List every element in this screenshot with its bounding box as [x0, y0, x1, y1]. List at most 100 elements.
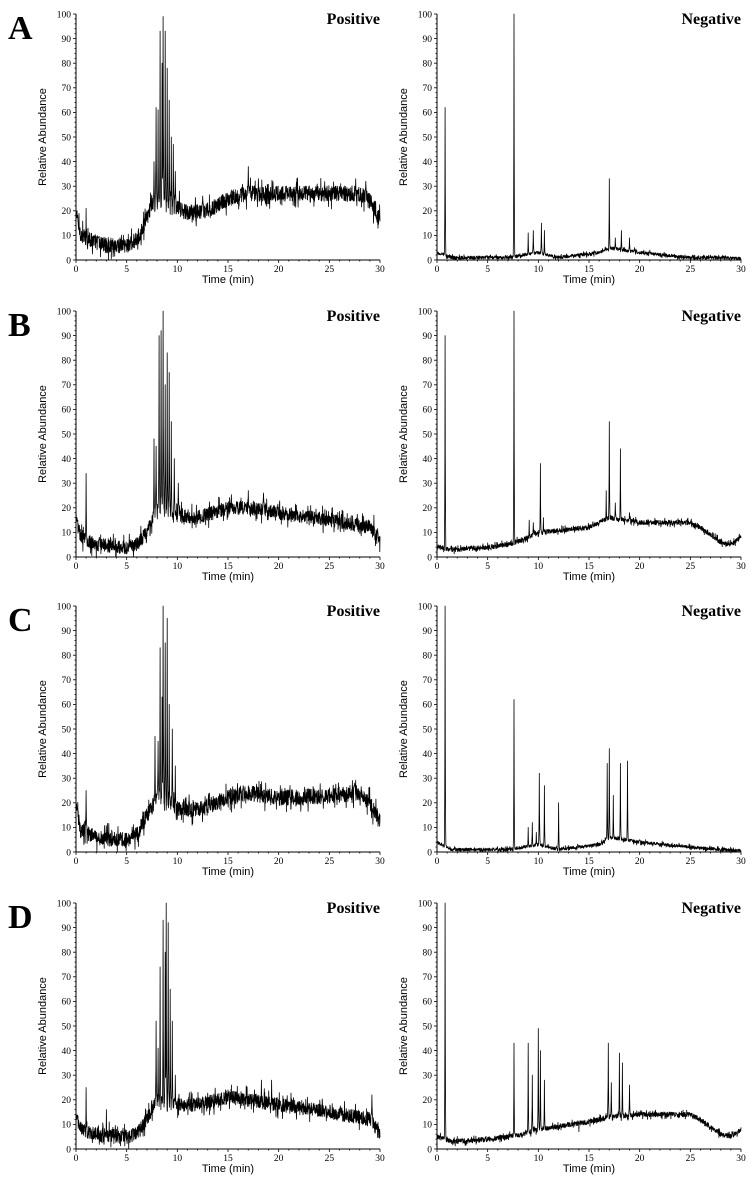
y-tick-label: 20 — [62, 799, 72, 809]
x-tick-label: 15 — [584, 265, 594, 275]
x-tick-label: 20 — [274, 562, 284, 572]
y-tick-label: 80 — [62, 357, 72, 367]
x-tick-label: 25 — [325, 562, 335, 572]
y-axis-title: Relative Abundance — [37, 977, 49, 1075]
x-tick-label: 30 — [375, 562, 385, 572]
chromatogram-trace — [436, 13, 742, 261]
y-tick-label: 70 — [62, 973, 72, 983]
x-tick-label: 5 — [124, 562, 129, 572]
y-tick-label: 10 — [62, 529, 72, 539]
y-tick-label: 40 — [423, 158, 433, 168]
y-tick-label: 90 — [62, 332, 72, 342]
chromatogram-trace — [75, 902, 381, 1149]
x-axis-title: Time (min) — [563, 1163, 615, 1175]
x-tick-label: 10 — [173, 265, 183, 275]
mode-label: Positive — [327, 900, 380, 917]
x-tick-label: 25 — [325, 1154, 335, 1164]
x-tick-label: 25 — [686, 562, 696, 572]
y-tick-label: 0 — [66, 256, 71, 266]
x-tick-label: 15 — [584, 857, 594, 867]
x-tick-label: 20 — [274, 857, 284, 867]
y-tick-label: 100 — [57, 10, 72, 20]
y-tick-label: 60 — [62, 109, 72, 119]
y-tick-label: 30 — [62, 183, 72, 193]
y-tick-label: 70 — [423, 973, 433, 983]
x-tick-label: 25 — [686, 1154, 696, 1164]
x-tick-label: 10 — [173, 562, 183, 572]
x-tick-label: 30 — [375, 1154, 385, 1164]
y-tick-label: 20 — [423, 207, 433, 217]
y-tick-label: 100 — [418, 899, 433, 909]
x-tick-label: 5 — [485, 857, 490, 867]
x-axis-title: Time (min) — [202, 866, 254, 878]
y-tick-label: 90 — [423, 332, 433, 342]
x-tick-label: 15 — [223, 857, 233, 867]
y-tick-label: 50 — [423, 430, 433, 440]
panel-d-negative-chart: 0 10 20 30 40 50 60 70 80 90 100 0 5 10 15 20 25 30 Time (… — [398, 899, 746, 1175]
y-tick-label: 80 — [423, 652, 433, 662]
x-tick-label: 0 — [435, 562, 440, 572]
y-tick-label: 30 — [62, 1072, 72, 1082]
y-tick-label: 10 — [423, 824, 433, 834]
y-tick-label: 60 — [62, 998, 72, 1008]
x-tick-label: 5 — [485, 1154, 490, 1164]
y-tick-label: 20 — [62, 504, 72, 514]
x-tick-label: 0 — [435, 265, 440, 275]
x-tick-label: 10 — [173, 1154, 183, 1164]
y-tick-label: 10 — [423, 529, 433, 539]
x-tick-label: 0 — [74, 857, 79, 867]
x-tick-label: 0 — [74, 265, 79, 275]
y-tick-label: 80 — [62, 652, 72, 662]
y-tick-label: 100 — [418, 307, 433, 317]
mode-label: Positive — [327, 308, 380, 325]
y-tick-label: 40 — [423, 455, 433, 465]
chromatogram-trace — [75, 310, 381, 558]
y-tick-label: 0 — [427, 848, 432, 858]
y-tick-label: 90 — [62, 627, 72, 637]
x-tick-label: 10 — [534, 562, 544, 572]
mode-label: Positive — [327, 603, 380, 620]
y-tick-label: 50 — [62, 725, 72, 735]
x-tick-label: 0 — [74, 1154, 79, 1164]
x-tick-label: 15 — [223, 1154, 233, 1164]
x-tick-label: 30 — [736, 265, 746, 275]
panel-letter: B — [8, 307, 31, 344]
x-tick-label: 20 — [635, 562, 645, 572]
x-tick-label: 25 — [686, 857, 696, 867]
chromatogram-trace — [436, 310, 742, 555]
panel-c-negative-chart: 0 10 20 30 40 50 60 70 80 90 100 0 5 10 15 20 25 30 Time (… — [398, 602, 746, 878]
x-tick-label: 30 — [375, 857, 385, 867]
x-tick-label: 30 — [736, 1154, 746, 1164]
chromatogram-trace — [75, 16, 381, 260]
x-tick-label: 20 — [635, 1154, 645, 1164]
y-axis-title: Relative Abundance — [37, 385, 49, 483]
panel-d-positive-chart: 0 10 20 30 40 50 60 70 80 90 100 0 5 10 15 20 25 30 Time (… — [8, 899, 385, 1175]
y-tick-label: 40 — [62, 750, 72, 760]
x-tick-label: 10 — [534, 1154, 544, 1164]
y-tick-label: 90 — [423, 924, 433, 934]
x-tick-label: 15 — [223, 562, 233, 572]
y-tick-label: 30 — [423, 480, 433, 490]
y-tick-label: 100 — [57, 602, 72, 612]
y-tick-label: 30 — [423, 775, 433, 785]
x-tick-label: 0 — [74, 562, 79, 572]
y-tick-label: 0 — [66, 553, 71, 563]
y-tick-label: 60 — [423, 406, 433, 416]
x-tick-label: 20 — [274, 1154, 284, 1164]
panel-b-positive-chart: 0 10 20 30 40 50 60 70 80 90 100 0 5 10 15 20 25 30 Time (… — [8, 307, 385, 583]
y-axis-title: Relative Abundance — [37, 680, 49, 778]
x-tick-label: 20 — [274, 265, 284, 275]
x-tick-label: 5 — [124, 1154, 129, 1164]
x-axis-title: Time (min) — [202, 1163, 254, 1175]
y-tick-label: 0 — [66, 1145, 71, 1155]
y-tick-label: 60 — [423, 998, 433, 1008]
y-tick-label: 30 — [423, 183, 433, 193]
y-tick-label: 70 — [62, 381, 72, 391]
y-tick-label: 10 — [62, 232, 72, 242]
x-tick-label: 25 — [325, 265, 335, 275]
y-tick-label: 20 — [62, 1096, 72, 1106]
y-tick-label: 40 — [62, 1047, 72, 1057]
y-axis-title: Relative Abundance — [398, 385, 410, 483]
y-tick-label: 70 — [62, 84, 72, 94]
x-tick-label: 20 — [635, 265, 645, 275]
